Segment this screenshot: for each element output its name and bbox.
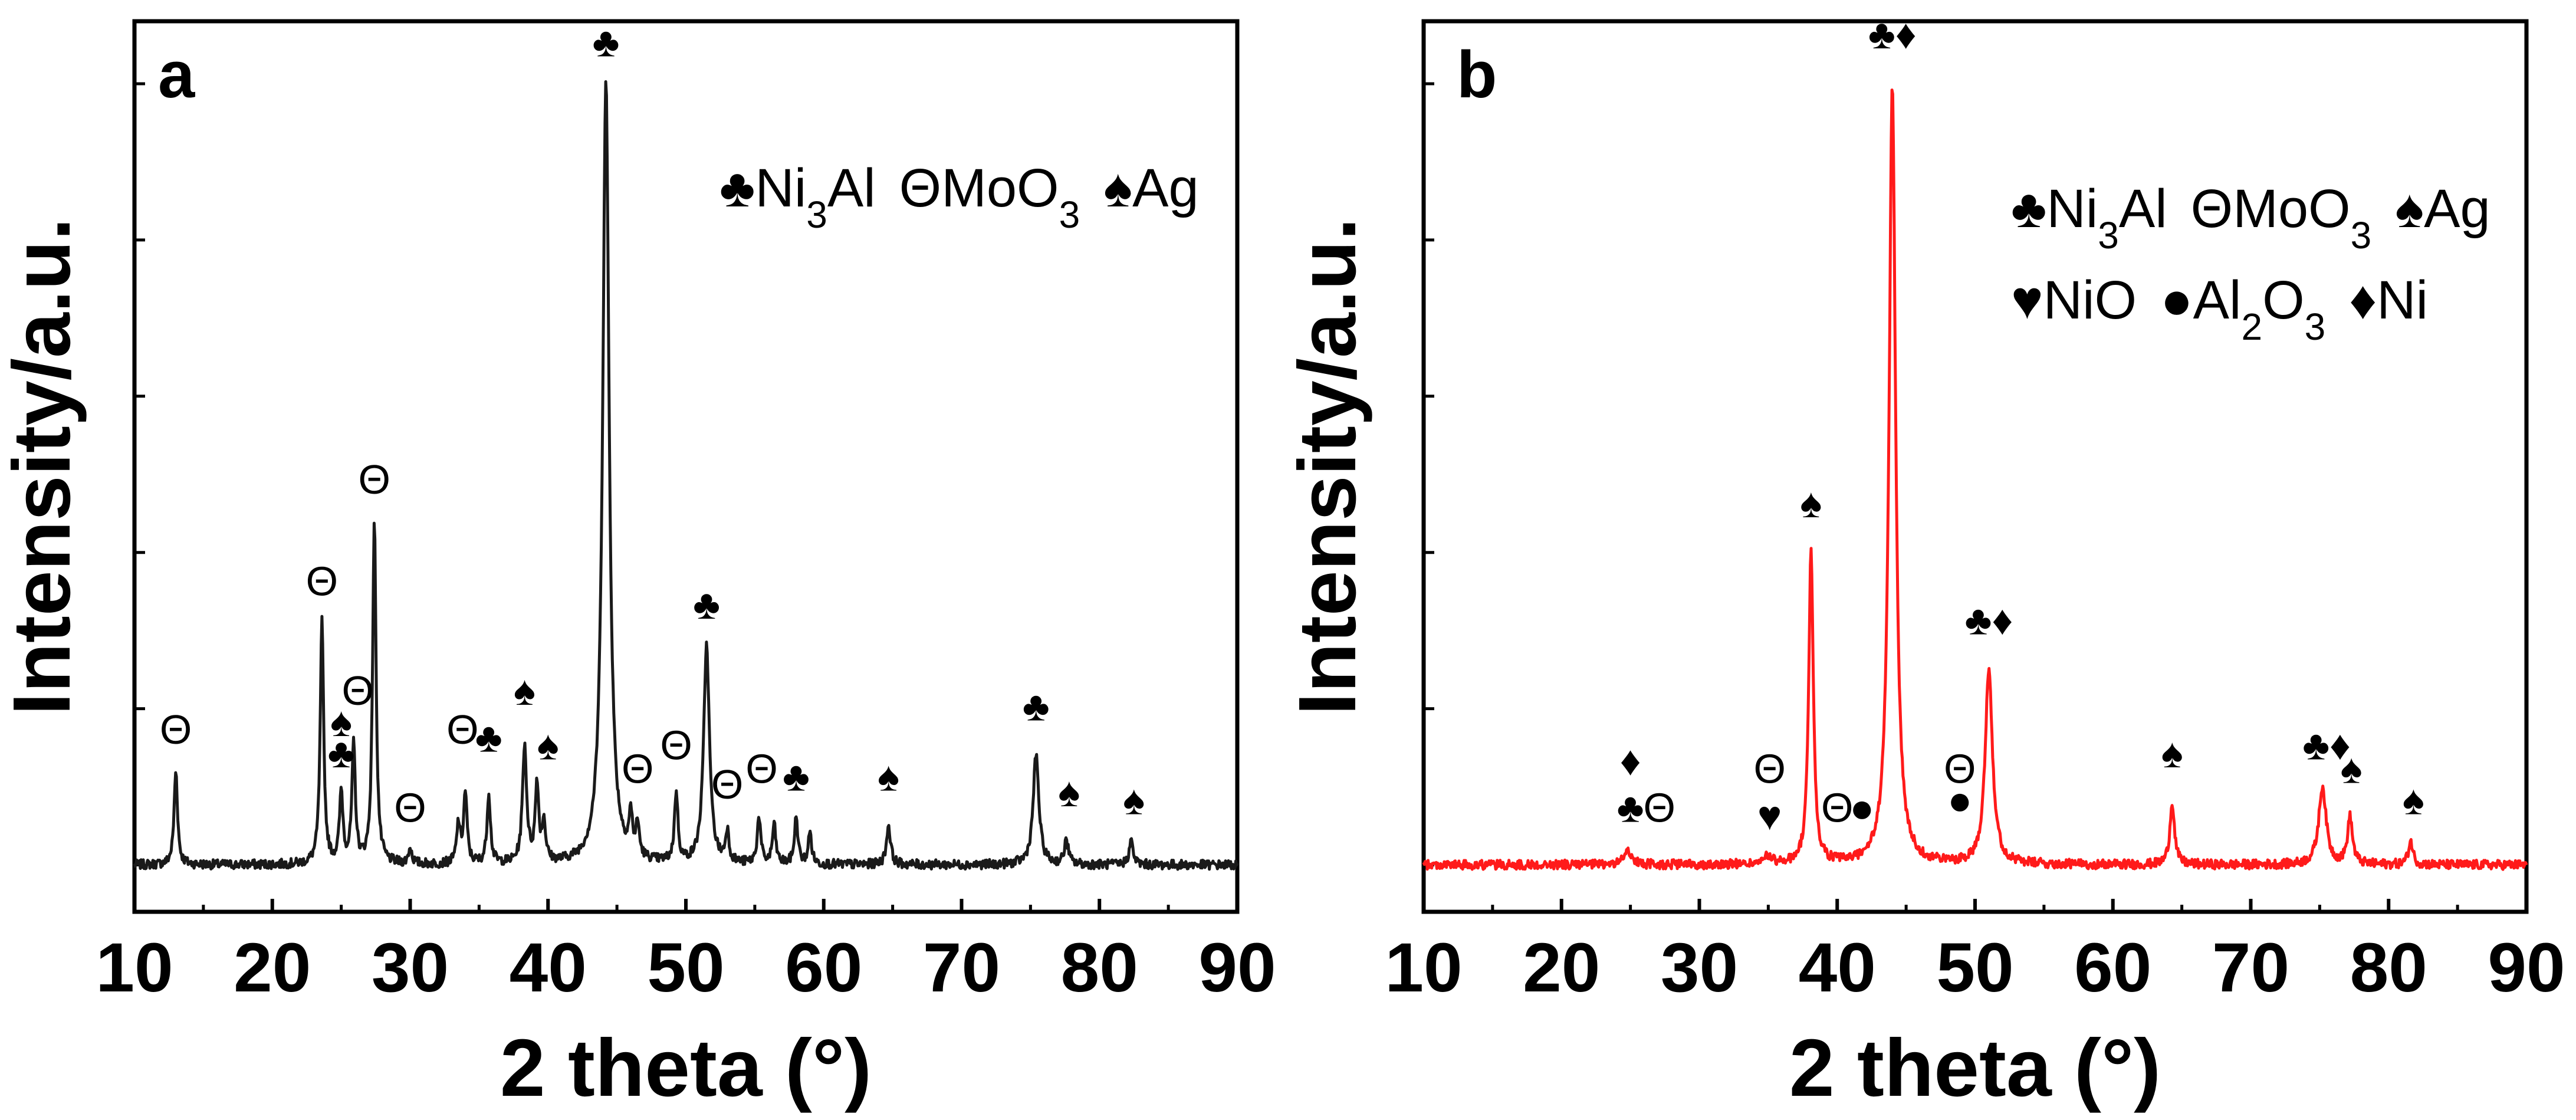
legend-text: Ag [1132,158,1199,218]
legend-symbol: ♦ [2349,270,2377,330]
peak-marker: Θ [446,707,478,753]
x-tick-label: 50 [1936,929,2013,1007]
peak-marker: Θ [1753,745,1785,791]
peak-marker: ♠ [330,699,352,745]
legend-symbol: ● [2160,270,2193,330]
legend-symbol: ♣ [719,158,755,218]
legend-text: Ni [2377,270,2428,330]
peak-marker: Θ [358,456,390,502]
peak-marker: ♠ [878,754,899,800]
legend-row: ♣Ni3Al ΘMoO3 ♠Ag [2011,179,2490,257]
legend-symbol: Θ [2191,179,2233,239]
peak-marker: Θ [622,745,653,791]
panel-label: b [1457,38,1497,111]
legend-text: NiO [2043,270,2137,330]
x-tick-label: 20 [1523,929,1600,1007]
peak-marker: ♠ [514,668,535,714]
legend-symbol: ♠ [2395,179,2424,239]
x-tick-label: 30 [1661,929,1738,1007]
peak-marker: Θ [160,707,192,753]
x-tick-label: 90 [2488,929,2565,1007]
x-tick-label: 60 [785,929,862,1007]
peak-marker: Θ [745,745,777,791]
peak-marker: ● [1849,785,1874,831]
legend-subscript: 3 [2351,214,2372,257]
x-tick-label: 80 [2350,929,2427,1007]
x-tick-label: 90 [1198,929,1276,1007]
legend-subscript: 2 [2241,306,2262,348]
legend-text: MoO [941,158,1059,218]
legend-symbol: ♥ [2011,270,2043,330]
legend-subscript: 3 [806,193,827,236]
peak-marker: ♠ [2403,777,2424,823]
peak-marker: ♣♦ [2302,722,2351,768]
y-axis-label: Intensity/a.u. [1282,218,1373,715]
y-axis-label: Intensity/a.u. [0,218,87,715]
peak-marker: ● [1947,777,1972,823]
peak-marker: ♣ [1617,785,1644,831]
legend-subscript: 3 [2098,214,2119,257]
peak-marker: Θ [341,668,373,714]
peak-marker: ♣ [1023,683,1050,729]
peak-marker: Θ [1944,745,1976,791]
peak-marker: Θ [306,558,338,604]
x-tick-label: 10 [1385,929,1462,1007]
legend-symbol: ♠ [1103,158,1132,218]
peak-marker: ♣ [693,582,720,628]
peak-marker: Θ [394,785,426,831]
legend-subscript: 3 [2305,306,2326,348]
x-axis-label: 2 theta (°) [1789,1023,2161,1114]
peak-marker: ♣♦ [1965,597,2013,643]
legend-text: Ag [2424,179,2490,239]
x-tick-label: 40 [1799,929,1876,1007]
legend-row: ♣Ni3Al ΘMoO3 ♠Ag [719,158,1199,236]
panel-b-chart: 10 20 30 40 50 60 70 80 90 2 theta (°) Intensity/a… [1282,11,2565,1114]
xrd-pattern-line [133,80,1239,871]
peak-marker: Θ [711,761,743,807]
peak-marker: ♠ [537,722,559,768]
legend-text: Al [2193,270,2242,330]
x-tick-label: 10 [96,929,173,1007]
peak-marker: ♣ [328,730,355,776]
x-tick-label: 50 [647,929,724,1007]
peak-marker: ♠ [2341,745,2363,791]
panel-a-chart: 10 20 30 40 50 60 70 80 90 2 theta (°) Intensity/a… [0,19,1276,1114]
peak-marker: ♥ [1757,793,1782,839]
x-tick-label: 40 [510,929,587,1007]
x-axis-label: 2 theta (°) [500,1023,872,1114]
peak-marker: ♦ [1620,738,1641,784]
legend-subscript: 3 [1059,193,1080,236]
x-tick-label: 80 [1061,929,1138,1007]
peak-marker: ♠ [1058,769,1080,815]
peak-marker: ♣♦ [1868,11,1917,57]
legend-text: Ni [2046,179,2098,239]
peak-marker: Θ [1643,785,1675,831]
legend-text: Al [827,158,876,218]
peak-marker: ♣ [475,714,502,760]
peak-marker: ♣ [592,19,619,65]
peak-marker: ♠ [1800,480,1822,526]
legend-text: Al [2119,179,2167,239]
x-tick-label: 20 [234,929,311,1007]
legend-text: O [2262,270,2305,330]
panel-label: a [158,38,195,111]
legend-text: Ni [755,158,806,218]
legend-symbol: ♣ [2011,179,2046,239]
x-tick-label: 70 [923,929,1000,1007]
legend-symbol: Θ [899,158,942,218]
xrd-pattern-line [1422,88,2528,871]
peak-marker: Θ [660,722,692,768]
x-tick-label: 70 [2212,929,2289,1007]
legend-row: ♥NiO ●Al2O3 ♦Ni [2011,270,2428,348]
peak-marker: ♠ [2161,730,2183,776]
x-tick-label: 30 [372,929,449,1007]
peak-marker: Θ [1821,785,1853,831]
x-tick-label: 60 [2074,929,2151,1007]
peak-marker: ♣ [783,754,810,800]
peak-marker: ♠ [1123,777,1145,823]
legend-text: MoO [2233,179,2350,239]
